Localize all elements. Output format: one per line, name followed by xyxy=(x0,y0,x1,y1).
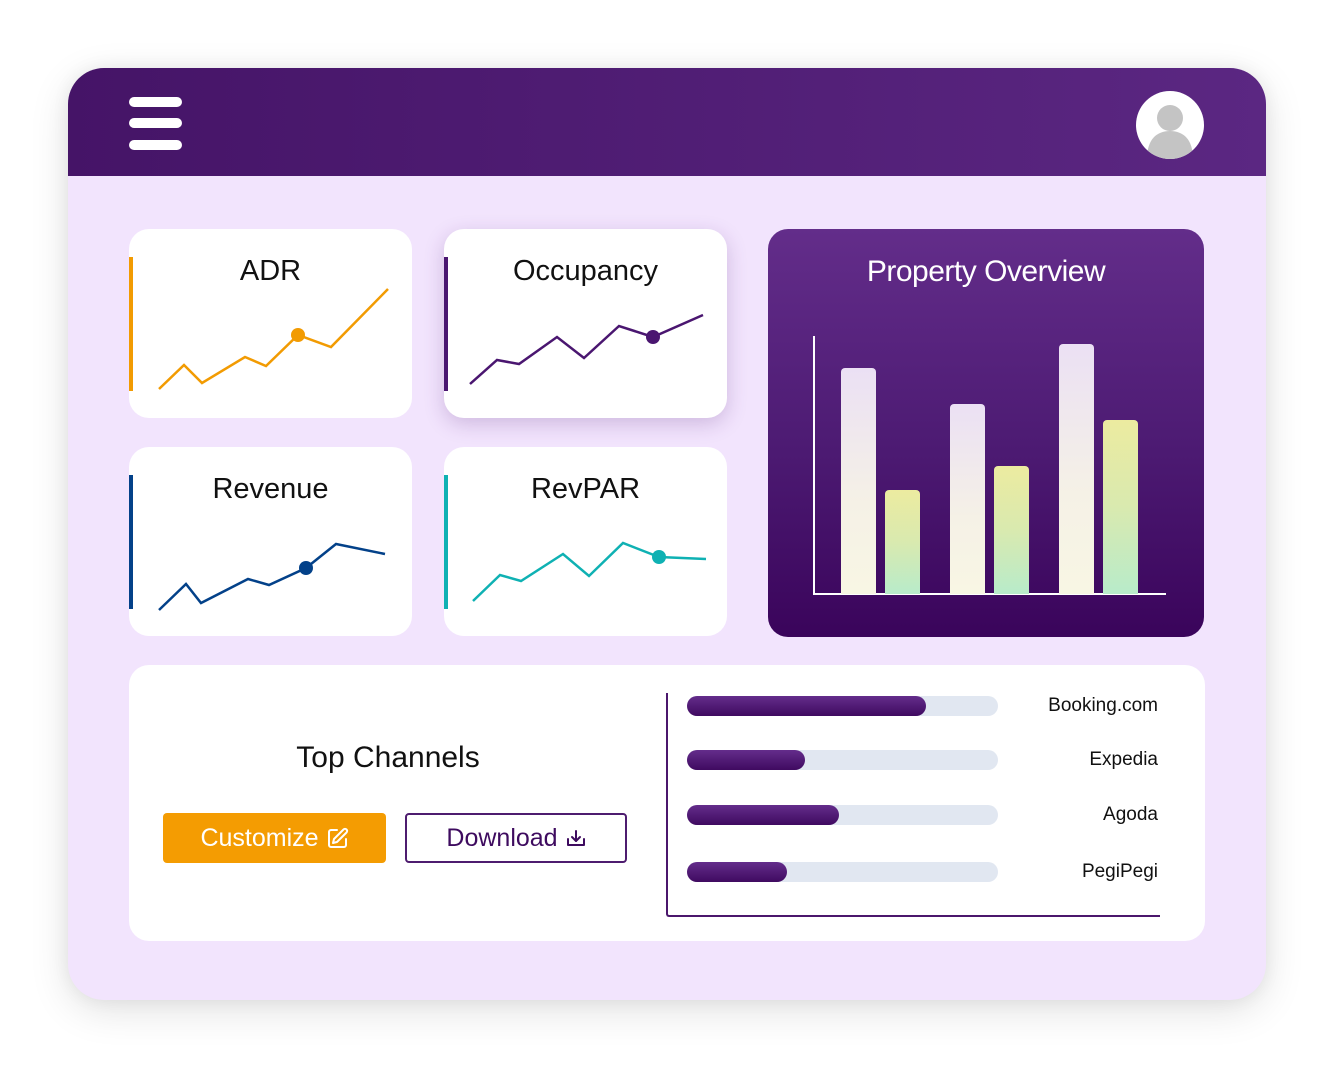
kpi-sparkline xyxy=(472,541,707,602)
channel-label: Booking.com xyxy=(1048,695,1158,716)
channel-progress-track xyxy=(687,805,998,825)
channel-progress-track xyxy=(687,750,998,770)
top-channels-title: Top Channels xyxy=(296,741,480,774)
dashboard-window: ADR Occupancy Revenue RevPAR Property Ov… xyxy=(68,68,1266,1000)
kpi-title: RevPAR xyxy=(530,473,641,505)
top-bar xyxy=(68,68,1266,176)
chart-bar[interactable] xyxy=(1103,420,1138,594)
sparkline-path xyxy=(469,313,704,385)
kpi-card-revpar[interactable]: RevPAR xyxy=(444,447,727,636)
kpi-title: Revenue xyxy=(212,473,329,505)
sparkline-path xyxy=(472,541,707,602)
user-avatar-icon[interactable] xyxy=(1136,91,1204,159)
chart-bar[interactable] xyxy=(950,404,985,594)
kpi-accent-bar xyxy=(129,475,133,609)
channel-label: PegiPegi xyxy=(1081,861,1158,882)
kpi-sparkline xyxy=(469,313,704,385)
hamburger-menu-icon[interactable] xyxy=(129,97,182,150)
sparkline-marker[interactable] xyxy=(299,561,313,575)
top-channels-card: Top Channels Customize Download Booking.… xyxy=(129,665,1205,941)
chart-bar[interactable] xyxy=(1059,344,1094,594)
download-button[interactable]: Download xyxy=(405,813,627,863)
chart-bar[interactable] xyxy=(885,490,920,594)
channel-label: Agoda xyxy=(1103,804,1158,825)
customize-label: Customize xyxy=(200,823,319,852)
channel-label: Expedia xyxy=(1089,749,1158,770)
download-icon xyxy=(566,830,585,846)
kpi-card-revenue[interactable]: Revenue xyxy=(129,447,412,636)
kpi-title: Occupancy xyxy=(512,255,659,287)
property-overview-card[interactable]: Property Overview xyxy=(768,229,1204,637)
kpi-sparkline xyxy=(158,542,386,611)
overview-title: Property Overview xyxy=(866,255,1106,288)
channel-progress-fill xyxy=(687,696,927,716)
channel-progress-track xyxy=(687,862,998,882)
download-label: Download xyxy=(446,823,558,852)
chart-bar[interactable] xyxy=(841,368,876,594)
chart-bar[interactable] xyxy=(994,466,1029,594)
kpi-card-adr[interactable]: ADR xyxy=(129,229,412,418)
sparkline-marker[interactable] xyxy=(646,330,660,344)
kpi-accent-bar xyxy=(444,257,448,391)
channel-progress-fill xyxy=(687,805,840,825)
channel-progress-track xyxy=(687,696,998,716)
sparkline-path xyxy=(158,288,389,390)
channel-progress-fill xyxy=(687,750,806,770)
kpi-card-occupancy[interactable]: Occupancy xyxy=(444,229,727,418)
kpi-accent-bar xyxy=(129,257,133,391)
sparkline-marker[interactable] xyxy=(291,328,305,342)
chart-x-axis xyxy=(813,593,1166,595)
edit-icon xyxy=(327,827,348,848)
channel-progress-fill xyxy=(687,862,787,882)
kpi-accent-bar xyxy=(444,475,448,609)
kpi-title: ADR xyxy=(239,255,302,287)
sparkline-path xyxy=(158,542,386,611)
sparkline-marker[interactable] xyxy=(652,550,666,564)
chart-y-axis xyxy=(813,336,815,595)
kpi-sparkline xyxy=(158,288,389,390)
customize-button[interactable]: Customize xyxy=(163,813,386,863)
bar-chart xyxy=(768,229,1204,637)
channels-chart-axis xyxy=(666,693,1160,917)
